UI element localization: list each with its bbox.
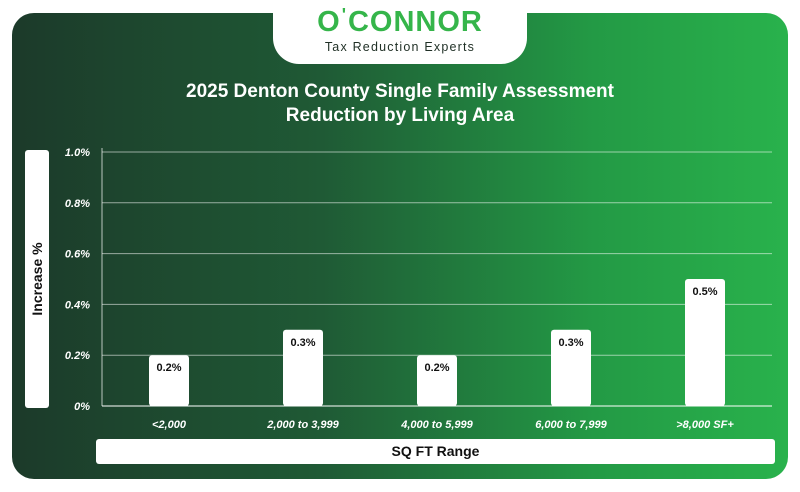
bar bbox=[283, 329, 323, 406]
bar bbox=[149, 355, 189, 406]
logo-wordmark: O'CONNOR bbox=[317, 5, 483, 38]
y-tick-label: 0.2% bbox=[65, 350, 90, 362]
chart-title-line-2: Reduction by Living Area bbox=[285, 105, 515, 126]
bar bbox=[685, 279, 725, 406]
logo: O'CONNOR Tax Reduction Experts bbox=[273, 0, 527, 64]
logo-tagline: Tax Reduction Experts bbox=[324, 40, 476, 54]
data-label: 0.2% bbox=[424, 362, 449, 374]
y-tick-label: 0.8% bbox=[65, 198, 90, 210]
y-tick-label: 0.6% bbox=[65, 249, 90, 261]
bar bbox=[551, 329, 591, 406]
data-label: 0.2% bbox=[156, 362, 181, 374]
y-tick-label: 0% bbox=[74, 401, 90, 413]
y-axis-label-box bbox=[25, 150, 49, 408]
y-tick-label: 0.4% bbox=[65, 299, 90, 311]
x-tick-label: <2,000 bbox=[152, 419, 187, 431]
y-tick-label: 1.0% bbox=[65, 147, 90, 159]
x-tick-label: 4,000 to 5,999 bbox=[400, 419, 473, 431]
chart-title-line-1: 2025 Denton County Single Family Assessm… bbox=[186, 81, 614, 102]
chart-card bbox=[12, 13, 788, 479]
bar bbox=[417, 355, 457, 406]
x-tick-label: 2,000 to 3,999 bbox=[266, 419, 339, 431]
x-axis-label: SQ FT Range bbox=[96, 439, 775, 464]
x-tick-label: 6,000 to 7,999 bbox=[535, 419, 607, 431]
x-tick-label: >8,000 SF+ bbox=[676, 419, 734, 431]
data-label: 0.3% bbox=[290, 337, 315, 349]
data-label: 0.3% bbox=[558, 337, 583, 349]
data-label: 0.5% bbox=[692, 286, 717, 298]
